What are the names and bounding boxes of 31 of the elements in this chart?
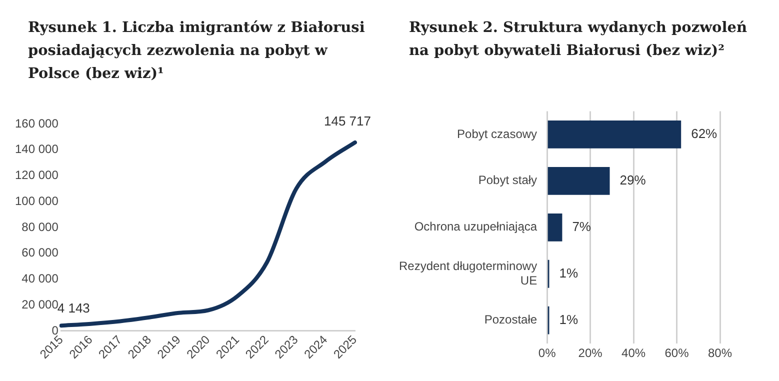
data-label: 29%: [620, 172, 646, 188]
data-label: 1%: [559, 312, 578, 327]
y-tick-label: Pobyt stały: [478, 173, 538, 188]
data-label: 1%: [559, 265, 578, 280]
chart-title: Rysunek 2. Struktura wydanych pozwoleń na pobyt obywateli Białorusi (bez wiz)²: [408, 18, 748, 61]
x-tick-label: 0%: [538, 346, 556, 360]
bar: [548, 213, 562, 242]
x-tick-label: 40%: [622, 346, 646, 360]
y-tick-label: 100 000: [14, 194, 59, 208]
y-tick-label: 120 000: [14, 168, 59, 182]
chart-title: Rysunek 1. Liczba imigrantów z Białorusi posiadających zezwolenia na pobyt w Polsce (bez wiz)¹: [27, 18, 366, 84]
y-tick-label: Rezydent długoterminowy UE: [398, 258, 538, 288]
data-label: 7%: [572, 218, 592, 234]
bar: [548, 120, 682, 148]
x-tick-label: 80%: [708, 346, 732, 360]
y-tick-label: 20 000: [22, 297, 59, 312]
y-tick-label: 80 000: [22, 220, 59, 234]
y-tick-label: 60 000: [22, 246, 59, 260]
bar: [548, 166, 610, 195]
y-tick-label: 140 000: [14, 142, 59, 156]
y-tick-label: 160 000: [14, 116, 59, 130]
line-series: [59, 140, 357, 328]
x-tick-label: 60%: [664, 346, 690, 360]
data-label: 62%: [691, 126, 718, 142]
y-tick-label: Pobyt czasowy: [457, 126, 538, 141]
x-tick-label: 20%: [578, 346, 603, 360]
data-label: 4 143: [57, 300, 90, 316]
y-tick-label: Pozostałe: [484, 312, 538, 327]
y-tick-label: Ochrona uzupełniająca: [414, 220, 538, 234]
y-tick-label: 40 000: [22, 272, 59, 286]
data-label: 145 717: [324, 114, 371, 129]
